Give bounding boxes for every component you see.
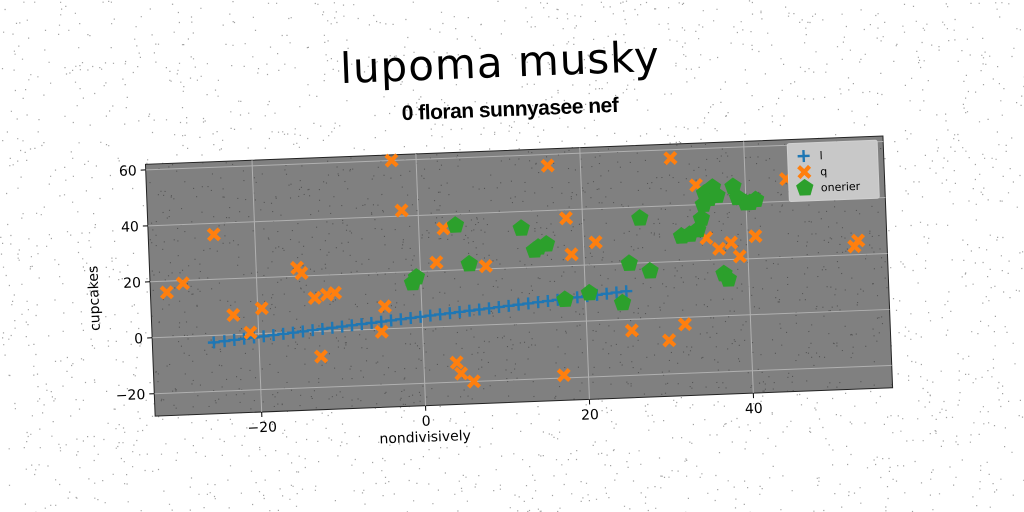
- data-point-onerier: [537, 235, 556, 252]
- data-point-onerier: [407, 268, 426, 285]
- data-point-q: [226, 307, 241, 323]
- data-point-q: [540, 158, 555, 173]
- x-gridline: [251, 160, 263, 413]
- data-point-q: [663, 151, 678, 166]
- y-gridline: [152, 308, 890, 339]
- plot-background: [144, 135, 894, 417]
- data-point-q: [558, 211, 574, 226]
- legend-marker-onerier: [796, 178, 814, 196]
- legend-marker-q: [797, 164, 812, 180]
- data-point-q: [732, 249, 747, 264]
- data-point-onerier: [719, 270, 737, 287]
- y-tick-label: −20: [116, 387, 146, 404]
- data-point-q: [243, 325, 258, 340]
- data-point-q: [394, 203, 409, 218]
- data-point-q: [624, 323, 640, 338]
- x-gridline: [743, 141, 754, 394]
- data-point-q: [377, 299, 392, 314]
- legend-label: q: [820, 165, 827, 178]
- y-tick-label: 60: [119, 163, 137, 180]
- data-point-q: [436, 221, 451, 236]
- data-point-onerier: [556, 290, 574, 308]
- data-point-onerier: [746, 190, 765, 208]
- y-tick-label: 20: [123, 275, 141, 292]
- data-point-q: [556, 368, 572, 383]
- data-point-onerier: [620, 254, 638, 271]
- data-point-q: [677, 317, 693, 332]
- data-point-l: [620, 285, 633, 298]
- data-point-l: [207, 336, 220, 349]
- data-point-q: [564, 247, 579, 262]
- x-tick-label: −20: [247, 419, 277, 436]
- data-point-q: [466, 374, 481, 389]
- data-point-onerier: [641, 261, 659, 279]
- data-point-q: [313, 349, 329, 364]
- data-point-q: [327, 285, 343, 301]
- data-point-q: [454, 366, 469, 381]
- x-tick-label: 20: [581, 407, 599, 424]
- data-point-q: [429, 255, 444, 270]
- data-point-q: [374, 324, 389, 339]
- data-point-onerier: [631, 209, 649, 226]
- legend-label: l: [819, 149, 823, 162]
- data-point-q: [748, 228, 763, 244]
- y-tick-label: 0: [134, 331, 144, 347]
- data-point-q: [449, 355, 464, 370]
- y-gridline: [154, 364, 892, 395]
- data-point-onerier: [613, 293, 632, 311]
- data-point-q: [307, 290, 322, 306]
- series-onerier: [403, 177, 765, 311]
- data-point-q: [175, 276, 191, 291]
- x-gridline: [579, 147, 590, 400]
- data-point-q: [159, 285, 174, 300]
- data-point-onerier: [446, 216, 465, 233]
- data-point-q: [711, 241, 727, 256]
- y-tick-label: 40: [121, 219, 139, 236]
- data-point-onerier: [460, 254, 478, 272]
- data-point-q: [384, 153, 399, 168]
- y-axis-label: cupcakes: [85, 265, 103, 331]
- data-point-onerier: [692, 209, 711, 227]
- data-point-onerier: [512, 219, 530, 236]
- series-l: [207, 285, 633, 349]
- legend: lq onerier: [786, 139, 880, 203]
- data-point-q: [662, 333, 677, 348]
- rotated-plot: −20 0 20 40 −20 0 20 40 60 nondivisively cupcakes l…: [85, 135, 894, 448]
- x-tick-label: 0: [421, 414, 431, 430]
- legend-marker-l: [797, 149, 810, 163]
- x-tick-label: 40: [745, 401, 763, 418]
- data-point-q: [723, 235, 739, 250]
- data-point-q: [254, 301, 269, 316]
- legend-label: onerier: [821, 180, 861, 195]
- x-axis-label: nondivisively: [379, 428, 471, 448]
- data-point-onerier: [708, 186, 726, 204]
- data-point-onerier: [580, 283, 599, 301]
- data-point-q: [206, 227, 221, 242]
- y-gridline: [149, 252, 888, 283]
- data-point-q: [294, 266, 309, 281]
- data-point-q: [851, 233, 866, 248]
- y-gridline: [145, 141, 884, 171]
- data-point-q: [588, 235, 603, 250]
- series-q: [159, 151, 866, 389]
- data-point-q: [478, 258, 493, 274]
